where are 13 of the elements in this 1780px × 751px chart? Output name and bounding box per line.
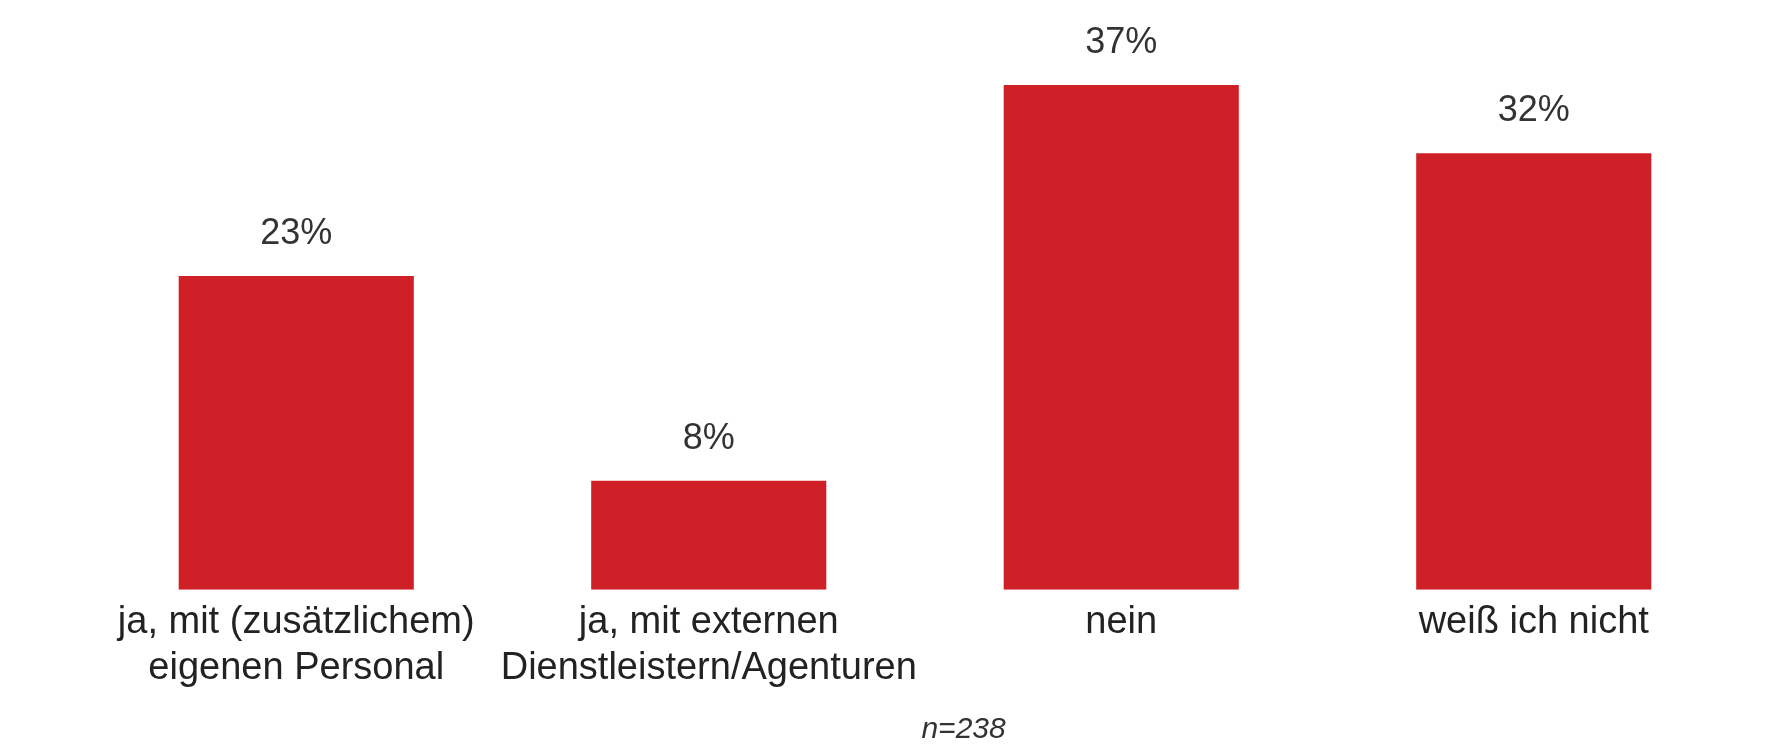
x-tick-label: nein (1085, 599, 1158, 642)
data-label: 32% (1497, 88, 1570, 130)
data-label: 23% (260, 210, 333, 252)
bar (1003, 85, 1239, 590)
bar (1416, 153, 1652, 590)
x-tick-label: ja, mit (zusätzlichem) eigenen Personal (116, 599, 475, 687)
bar (591, 480, 827, 590)
data-label: 8% (682, 415, 735, 457)
x-tick-label: weiß ich nicht (1417, 599, 1650, 642)
text: n=238 (921, 711, 1007, 745)
x-tick-label: ja, mit externen Dienstleistern/Agenturen (500, 599, 917, 687)
data-label: 37% (1085, 19, 1158, 61)
bar (178, 276, 414, 590)
